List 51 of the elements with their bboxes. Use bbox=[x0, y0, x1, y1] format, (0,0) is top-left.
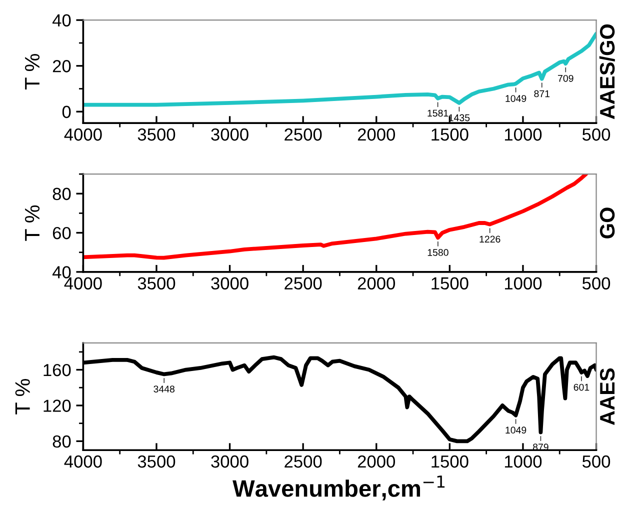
line-series bbox=[83, 32, 596, 107]
x-tick-label: 1000 bbox=[504, 277, 542, 290]
x-tick-label: 1500 bbox=[432, 128, 468, 141]
x-tick-label: 3000 bbox=[211, 277, 248, 290]
x-axis-title: Wavenumber,cm$^{−1}$ bbox=[232, 476, 445, 500]
y-tick-label: 80 bbox=[52, 188, 71, 200]
x-tick-label: 500 bbox=[582, 277, 610, 290]
x-tick-label: 3000 bbox=[211, 128, 248, 141]
y-tick-label: 40 bbox=[52, 14, 71, 27]
annotation: 1580 bbox=[428, 249, 448, 256]
x-tick-label: 2000 bbox=[358, 455, 396, 468]
y-tick-label: 20 bbox=[52, 60, 71, 72]
y-tick-label: 120 bbox=[44, 400, 71, 412]
x-tick-label: 500 bbox=[582, 455, 610, 468]
x-tick-label: 2000 bbox=[358, 128, 396, 141]
x-tick-label: 3000 bbox=[211, 455, 248, 468]
x-tick-label: 4000 bbox=[64, 128, 102, 141]
x-tick-label: 2500 bbox=[284, 455, 322, 468]
annotation: 1581 bbox=[428, 110, 448, 117]
x-tick-label: 1000 bbox=[504, 455, 542, 468]
x-tick-label: 500 bbox=[582, 128, 610, 141]
annotation: 601 bbox=[574, 384, 590, 391]
annotation: 871 bbox=[534, 90, 550, 98]
x-tick-label: 1500 bbox=[432, 277, 468, 290]
annotation: 709 bbox=[558, 74, 574, 82]
x-tick-label: 1000 bbox=[504, 128, 542, 141]
x-tick-label: 3500 bbox=[138, 128, 176, 141]
y-tick-label: 0 bbox=[62, 106, 71, 118]
x-tick-label: 4000 bbox=[64, 277, 102, 290]
annotation: 1049 bbox=[506, 95, 526, 102]
y-axis-title: T % bbox=[15, 378, 30, 414]
x-tick-label: 3500 bbox=[138, 277, 176, 290]
line-series bbox=[83, 174, 588, 260]
annotation: 1226 bbox=[480, 236, 500, 243]
text: GO bbox=[600, 208, 615, 238]
y-axis-title: T % bbox=[24, 205, 40, 241]
text: AAES/GO bbox=[599, 24, 615, 120]
x-tick-label: 2500 bbox=[284, 277, 322, 290]
annotation: 1049 bbox=[506, 426, 526, 434]
y-tick-label: 40 bbox=[52, 266, 71, 278]
y-tick-label: 60 bbox=[52, 226, 71, 240]
x-tick-label: 1500 bbox=[432, 455, 468, 468]
x-tick-label: 2500 bbox=[284, 128, 322, 141]
y-tick-label: 160 bbox=[44, 364, 71, 376]
x-tick-label: 4000 bbox=[64, 455, 102, 468]
annotation: 3448 bbox=[154, 386, 174, 392]
y-tick-label: 80 bbox=[52, 435, 71, 448]
y-axis-title: T % bbox=[24, 54, 40, 90]
x-tick-label: 2000 bbox=[358, 277, 396, 290]
x-tick-label: 3500 bbox=[138, 455, 176, 468]
text: AAES bbox=[600, 368, 615, 425]
